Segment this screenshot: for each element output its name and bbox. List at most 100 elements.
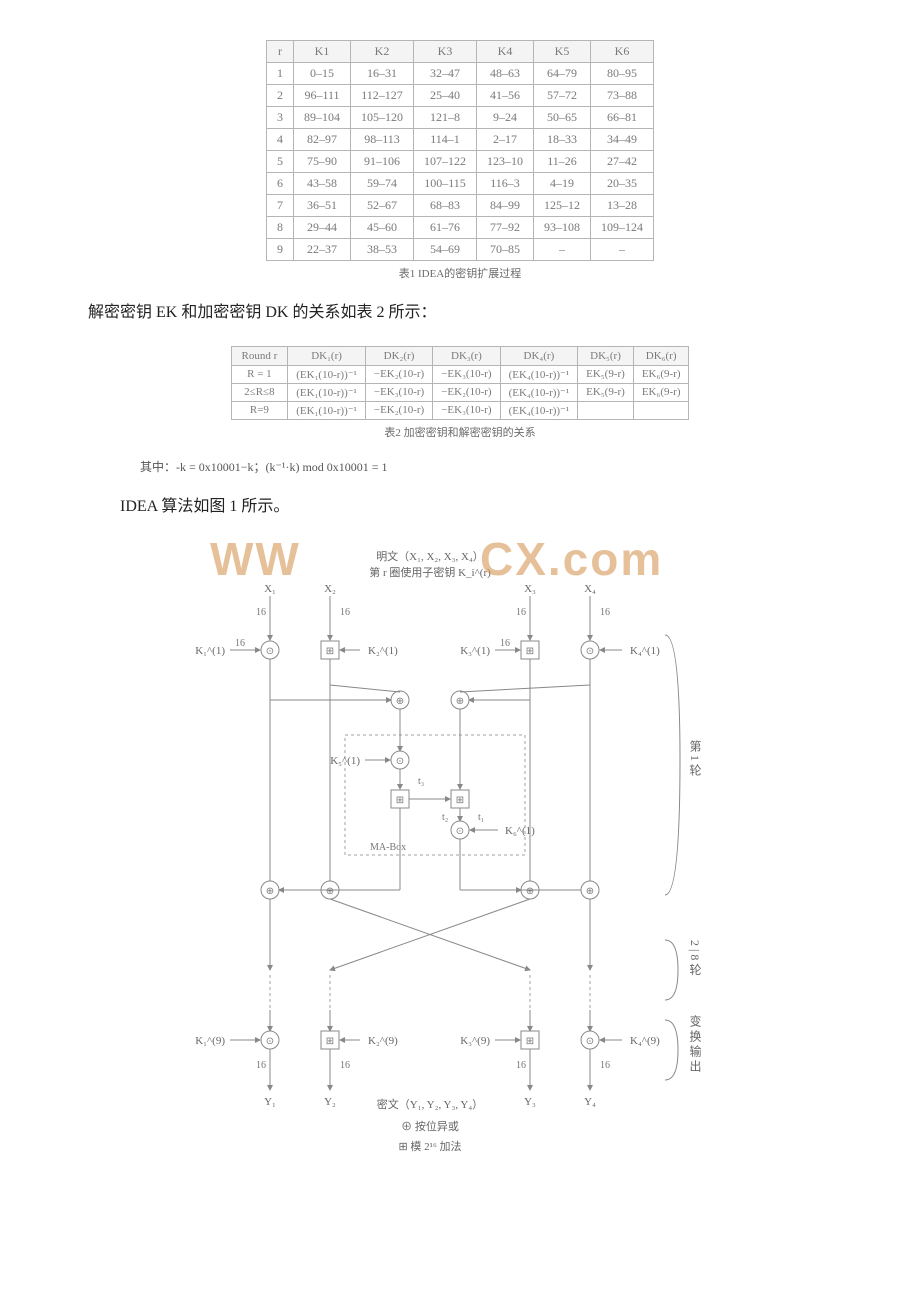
svg-text:第 1 轮: 第 1 轮 xyxy=(688,739,702,776)
svg-text:K₆^(1): K₆^(1) xyxy=(505,825,535,837)
svg-text:t₁: t₁ xyxy=(478,812,484,823)
svg-text:K₂^(1): K₂^(1) xyxy=(368,645,398,657)
table-cell: 8 xyxy=(267,217,294,239)
svg-text:⊕ 按位异或: ⊕ 按位异或 xyxy=(401,1119,459,1133)
svg-text:X₄: X₄ xyxy=(584,583,596,595)
idea-diagram: 明文（X₁, X₂, X₃, X₄） 第 r 圈使用子密钥 K_i^(r) X₁… xyxy=(160,540,760,1180)
table-cell: 91–106 xyxy=(351,151,414,173)
table-row: 2≤R≤8(EK₁(10-r))⁻¹−EK₃(10-r)−EK₂(10-r)(E… xyxy=(231,383,689,401)
table-row: 296–111112–12725–4041–5657–7273–88 xyxy=(267,85,654,107)
table-row: 829–4445–6061–7677–9293–108109–124 xyxy=(267,217,654,239)
table-cell: 22–37 xyxy=(294,239,351,261)
svg-text:16: 16 xyxy=(340,1060,350,1071)
table-cell: 100–115 xyxy=(414,173,477,195)
svg-text:Y₃: Y₃ xyxy=(524,1096,536,1108)
table-row: 389–104105–120121–89–2450–6566–81 xyxy=(267,107,654,129)
table-cell: 13–28 xyxy=(591,195,654,217)
table-cell: 48–63 xyxy=(477,63,534,85)
paragraph-ek-dk: 解密密钥 EK 和加密密钥 DK 的关系如表 2 所示： xyxy=(88,299,860,328)
table-cell: 0–15 xyxy=(294,63,351,85)
svg-text:16: 16 xyxy=(516,1060,526,1071)
svg-text:⊕: ⊕ xyxy=(266,886,274,897)
table-cell: 73–88 xyxy=(591,85,654,107)
table-header: DK₅(r) xyxy=(578,346,634,365)
table-cell: 20–35 xyxy=(591,173,654,195)
svg-text:⊞: ⊞ xyxy=(326,1036,334,1047)
table-header: DK₂(r) xyxy=(365,346,432,365)
table-header: Round r xyxy=(231,346,288,365)
svg-text:X₃: X₃ xyxy=(524,583,536,595)
table-cell: 57–72 xyxy=(534,85,591,107)
table-cell: EK₅(9-r) xyxy=(578,365,634,383)
table-cell: 25–40 xyxy=(414,85,477,107)
svg-text:⊕: ⊕ xyxy=(456,696,464,707)
table-cell xyxy=(578,401,634,419)
table-cell: −EK₃(10-r) xyxy=(365,383,432,401)
table-cell: 82–97 xyxy=(294,129,351,151)
svg-text:⊙: ⊙ xyxy=(396,756,404,767)
table-cell: 4 xyxy=(267,129,294,151)
svg-text:K₅^(1): K₅^(1) xyxy=(330,755,360,767)
table-cell: 2 xyxy=(267,85,294,107)
table-cell: 6 xyxy=(267,173,294,195)
key-expansion-table: rK1K2K3K4K5K610–1516–3132–4748–6364–7980… xyxy=(266,40,654,261)
table-row: R = 1(EK₁(10-r))⁻¹−EK₂(10-r)−EK₃(10-r)(E… xyxy=(231,365,689,383)
svg-text:K₁^(9): K₁^(9) xyxy=(195,1035,225,1047)
table-cell: 41–56 xyxy=(477,85,534,107)
table-cell: (EK₁(10-r))⁻¹ xyxy=(288,401,366,419)
table-cell: – xyxy=(534,239,591,261)
svg-text:密文（Y₁, Y₂, Y₃, Y₄）: 密文（Y₁, Y₂, Y₃, Y₄） xyxy=(377,1097,483,1111)
table-cell: 29–44 xyxy=(294,217,351,239)
table-cell: 84–99 xyxy=(477,195,534,217)
svg-text:⊙: ⊙ xyxy=(266,646,274,657)
table-row: 482–9798–113114–12–1718–3334–49 xyxy=(267,129,654,151)
table-cell: (EK₁(10-r))⁻¹ xyxy=(288,365,366,383)
table-cell: −EK₃(10-r) xyxy=(433,365,500,383)
table-cell: 59–74 xyxy=(351,173,414,195)
table-cell: 121–8 xyxy=(414,107,477,129)
svg-text:16: 16 xyxy=(340,607,350,618)
key-relation-table: Round rDK₁(r)DK₂(r)DK₃(r)DK₄(r)DK₅(r)DK₆… xyxy=(231,346,690,420)
table-cell: 38–53 xyxy=(351,239,414,261)
svg-text:⊙: ⊙ xyxy=(266,1036,274,1047)
table-cell: −EK₃(10-r) xyxy=(433,401,500,419)
table-cell: 96–111 xyxy=(294,85,351,107)
table-cell: 61–76 xyxy=(414,217,477,239)
svg-text:⊙: ⊙ xyxy=(456,826,464,837)
svg-text:⊞: ⊞ xyxy=(526,646,534,657)
table-cell: 32–47 xyxy=(414,63,477,85)
table2-caption: 表2 加密密钥和解密密钥的关系 xyxy=(60,424,860,440)
svg-text:16: 16 xyxy=(500,638,510,649)
table-cell: 68–83 xyxy=(414,195,477,217)
table-cell: 11–26 xyxy=(534,151,591,173)
table-cell: (EK₄(10-r))⁻¹ xyxy=(500,383,578,401)
svg-text:⊕: ⊕ xyxy=(396,696,404,707)
svg-text:⊙: ⊙ xyxy=(586,646,594,657)
svg-text:X₁: X₁ xyxy=(264,583,276,595)
svg-text:16: 16 xyxy=(256,1060,266,1071)
svg-text:MA-Box: MA-Box xyxy=(370,842,406,853)
table-header: DK₄(r) xyxy=(500,346,578,365)
svg-text:K₄^(1): K₄^(1) xyxy=(630,645,660,657)
table-row: R=9(EK₁(10-r))⁻¹−EK₂(10-r)−EK₃(10-r)(EK₄… xyxy=(231,401,689,419)
table-cell: (EK₄(10-r))⁻¹ xyxy=(500,401,578,419)
table-cell: R = 1 xyxy=(231,365,288,383)
table-row: 736–5152–6768–8384–99125–1213–28 xyxy=(267,195,654,217)
idea-diagram-container: WW CX.com 明文（X₁, X₂, X₃, X₄） 第 r 圈使用子密钥 … xyxy=(160,540,760,1180)
svg-text:⊙: ⊙ xyxy=(586,1036,594,1047)
svg-text:16: 16 xyxy=(600,1060,610,1071)
svg-text:⊞: ⊞ xyxy=(526,1036,534,1047)
table-cell: 80–95 xyxy=(591,63,654,85)
table-cell: 77–92 xyxy=(477,217,534,239)
table-header: K1 xyxy=(294,41,351,63)
svg-text:K₁^(1): K₁^(1) xyxy=(195,645,225,657)
svg-text:明文（X₁, X₂, X₃, X₄）: 明文（X₁, X₂, X₃, X₄） xyxy=(376,549,484,563)
table-cell: 36–51 xyxy=(294,195,351,217)
table-cell: 5 xyxy=(267,151,294,173)
table-row: 643–5859–74100–115116–34–1920–35 xyxy=(267,173,654,195)
table-cell: 75–90 xyxy=(294,151,351,173)
table-header: K2 xyxy=(351,41,414,63)
svg-text:Y₁: Y₁ xyxy=(264,1096,276,1108)
svg-text:⊞: ⊞ xyxy=(326,646,334,657)
svg-text:16: 16 xyxy=(256,607,266,618)
